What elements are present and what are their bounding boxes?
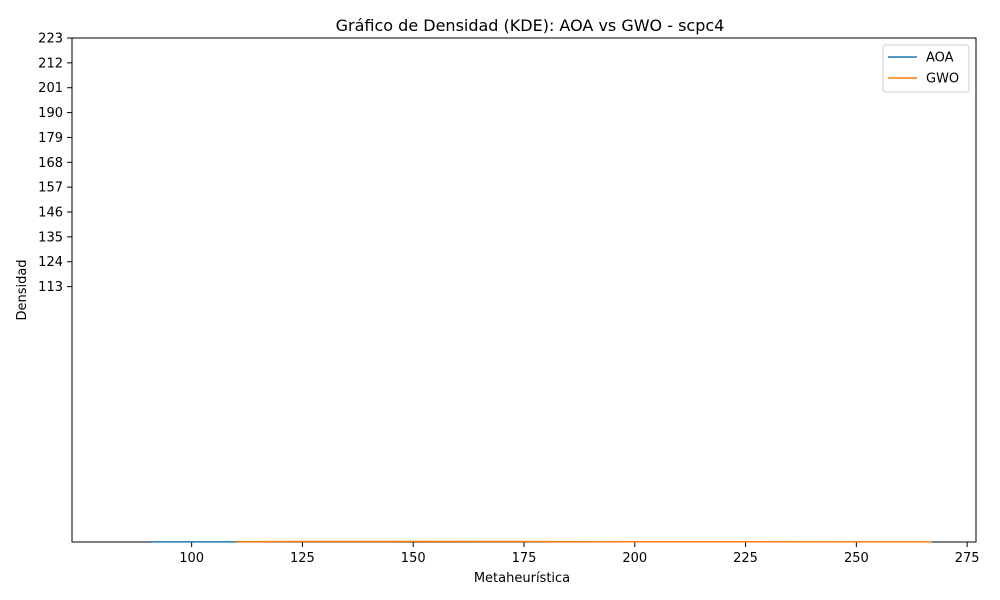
y-tick-label: 168 <box>38 156 63 171</box>
y-tick-label: 212 <box>38 56 63 71</box>
x-tick-label: 150 <box>401 551 426 566</box>
x-tick-label: 100 <box>179 551 204 566</box>
x-tick-label: 225 <box>733 551 758 566</box>
chart-title: Gráfico de Densidad (KDE): AOA vs GWO - … <box>336 16 725 35</box>
y-tick-label: 135 <box>38 230 63 245</box>
y-tick-label: 124 <box>38 255 63 270</box>
y-tick-label: 146 <box>38 206 63 221</box>
y-tick-label: 201 <box>38 81 63 96</box>
x-tick-label: 250 <box>844 551 869 566</box>
y-tick-label: 113 <box>38 280 63 295</box>
x-tick-label: 275 <box>955 551 980 566</box>
legend-label-gwo: GWO <box>926 72 959 87</box>
y-tick-label: 190 <box>38 106 63 121</box>
x-axis: 100 125 150 175 200 225 250 275 <box>179 542 980 566</box>
legend-label-aoa: AOA <box>926 51 954 66</box>
x-tick-label: 175 <box>512 551 537 566</box>
plot-area-frame <box>71 37 977 543</box>
y-tick-label: 223 <box>38 32 63 47</box>
legend: AOA GWO <box>882 44 970 93</box>
x-tick-label: 125 <box>290 551 315 566</box>
y-axis-label: Densidad <box>15 259 30 320</box>
x-tick-label: 200 <box>622 551 647 566</box>
y-axis: 113 124 135 146 157 168 179 190 201 212 223 <box>38 32 72 295</box>
y-tick-label: 157 <box>38 181 63 196</box>
y-tick-label: 179 <box>38 131 63 146</box>
x-axis-label: Metaheurística <box>474 571 570 586</box>
